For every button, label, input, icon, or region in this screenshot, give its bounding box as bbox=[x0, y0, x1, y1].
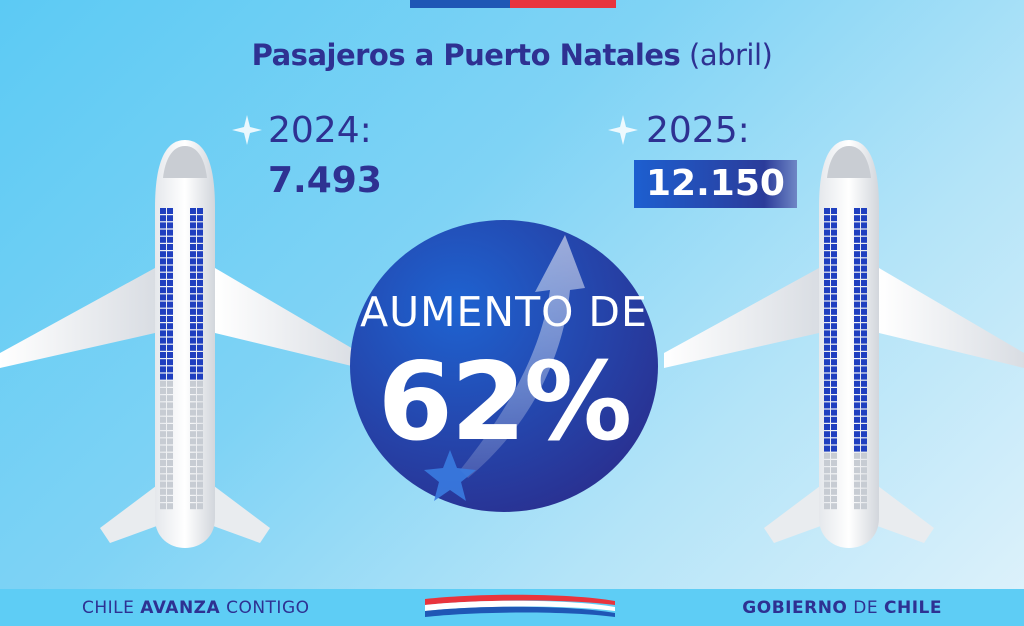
increase-label: AUMENTO DE bbox=[360, 288, 648, 336]
train-logo-icon bbox=[425, 594, 615, 617]
flag-stripe bbox=[410, 0, 616, 8]
title-light: (abril) bbox=[689, 38, 773, 72]
title-bold: Pasajeros a Puerto Natales bbox=[251, 38, 681, 72]
airplane-right-icon bbox=[664, 140, 1024, 548]
sparkle-star-icon bbox=[608, 115, 638, 145]
arrow-up-curve-icon bbox=[460, 235, 585, 478]
value-2024: 7.493 bbox=[268, 160, 382, 201]
footer-slogan: CHILE AVANZA CONTIGO bbox=[82, 598, 310, 618]
value-2025: 12.150 bbox=[634, 160, 797, 208]
footer-government: GOBIERNO DE CHILE bbox=[742, 598, 942, 618]
year-2025: 2025: bbox=[646, 110, 750, 151]
increase-percent: 62% bbox=[377, 340, 633, 465]
star-icon bbox=[424, 450, 476, 501]
year-2024: 2024: bbox=[268, 110, 372, 151]
airplane-left-icon bbox=[0, 140, 360, 548]
sparkle-star-icon bbox=[232, 115, 262, 145]
flag-blue bbox=[410, 0, 510, 8]
flag-red bbox=[510, 0, 616, 8]
increase-badge bbox=[350, 220, 658, 512]
page-title: Pasajeros a Puerto Natales (abril) bbox=[0, 38, 1024, 72]
